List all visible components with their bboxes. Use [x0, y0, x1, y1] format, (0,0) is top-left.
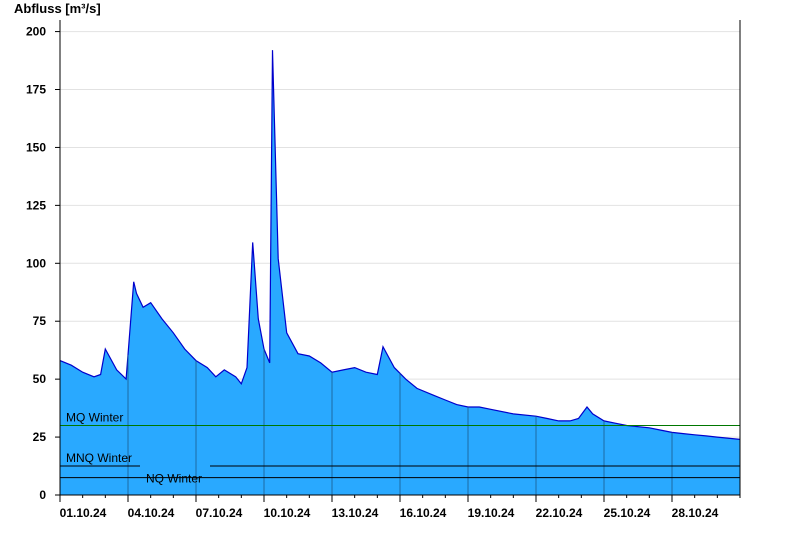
x-tick-label: 01.10.24 [60, 506, 107, 520]
y-axis-ticks: 0 25 50 75 100 125 150 175 200 [26, 25, 60, 502]
x-tick-label: 04.10.24 [128, 506, 175, 520]
y-tick-label: 25 [33, 430, 47, 444]
date-separator-lines [127, 349, 673, 495]
x-tick-label: 19.10.24 [468, 506, 515, 520]
x-tick-label: 22.10.24 [536, 506, 583, 520]
y-axis-label: Abfluss [m³/s] [14, 1, 101, 16]
x-tick-label: 25.10.24 [604, 506, 651, 520]
x-tick-label: 13.10.24 [332, 506, 379, 520]
discharge-series [59, 50, 741, 495]
y-tick-label: 200 [26, 25, 46, 39]
x-tick-label: 10.10.24 [264, 506, 311, 520]
y-tick-label: 75 [33, 314, 47, 328]
reference-line-label: MQ Winter [66, 410, 123, 424]
y-tick-label: 150 [26, 140, 46, 154]
y-tick-label: 50 [33, 372, 47, 386]
y-tick-label: 100 [26, 256, 46, 270]
y-tick-label: 175 [26, 83, 46, 97]
x-axis-ticks: 01.10.24 04.10.24 07.10.24 10.10.24 13.10.24… [59, 495, 741, 520]
discharge-area [60, 50, 740, 495]
x-tick-label: 07.10.24 [196, 506, 243, 520]
x-tick-label: 16.10.24 [400, 506, 447, 520]
reference-line-label: NQ Winter [146, 472, 202, 486]
reference-lines: MQ Winter MNQ Winter NQ Winter [60, 410, 740, 486]
reference-line-label: MNQ Winter [66, 451, 132, 465]
discharge-line [59, 50, 741, 440]
y-tick-label: 125 [26, 198, 46, 212]
y-tick-label: 0 [39, 488, 46, 502]
x-tick-label: 28.10.24 [672, 506, 719, 520]
